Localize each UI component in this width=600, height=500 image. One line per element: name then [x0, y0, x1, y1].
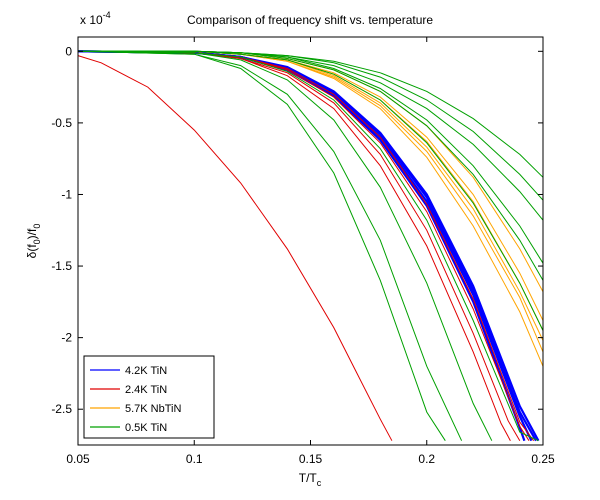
- x-tick-label: 0.05: [66, 452, 90, 466]
- y-axis-ticks: 0 -0.5 -1 -1.5 -2 -2.5: [51, 44, 543, 416]
- series-line-0-5k-tin-19: [78, 50, 544, 331]
- legend-label: 5.7K NbTiN: [125, 403, 182, 415]
- series-line-0-5k-tin-24: [77, 50, 446, 441]
- x-axis-label: T/Tc: [299, 471, 322, 488]
- legend-label: 2.4K TiN: [125, 384, 167, 396]
- legend: 4.2K TiN 2.4K TiN 5.7K NbTiN 0.5K TiN: [83, 355, 215, 439]
- x-tick-label: 0.15: [299, 452, 323, 466]
- x-tick-label: 0.2: [418, 452, 435, 466]
- series-line-0-5k-tin-22: [77, 50, 493, 441]
- y-tick-label: -2: [61, 331, 72, 345]
- series-line-0-5k-tin-21: [77, 50, 539, 442]
- x-tick-label: 0.1: [186, 452, 203, 466]
- series-line-0-5k-tin-20: [78, 50, 544, 264]
- y-tick-label: -1.5: [51, 259, 72, 273]
- y-tick-label: -1: [61, 187, 72, 201]
- legend-label: 4.2K TiN: [125, 365, 167, 377]
- series-line-2-4k-tin-7: [77, 50, 511, 441]
- y-tick-label: -2.5: [51, 402, 72, 416]
- series-line-2-4k-tin-4: [77, 55, 393, 441]
- y-tick-label: -0.5: [51, 116, 72, 130]
- x-tick-label: 0.25: [531, 452, 555, 466]
- y-axis-label: δ(f0)/f0: [25, 224, 42, 259]
- plot-lines: [77, 50, 544, 442]
- legend-label: 0.5K TiN: [125, 422, 167, 434]
- y-axis-exponent: x 10-4: [80, 10, 111, 27]
- y-tick-label: 0: [65, 44, 72, 58]
- chart-title: Comparison of frequency shift vs. temper…: [187, 13, 433, 27]
- x-axis-ticks: 0.05 0.1 0.15 0.2 0.25: [66, 37, 555, 466]
